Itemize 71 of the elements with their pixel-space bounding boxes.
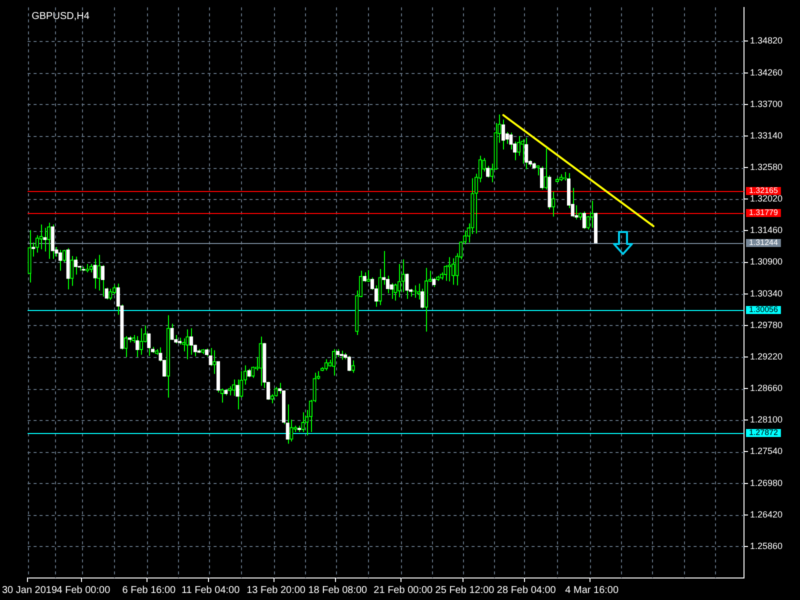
candlestick [35, 234, 40, 254]
x-tick-label: 25 Feb 12:00 [435, 584, 495, 596]
candlestick [70, 256, 74, 286]
candlestick [444, 264, 448, 282]
candlestick [347, 355, 352, 372]
candlestick [416, 283, 420, 300]
ref-line-label: 1.31244 [749, 238, 778, 248]
candlestick [236, 379, 240, 410]
y-tick-label: 1.29780 [750, 320, 783, 330]
candlestick [93, 258, 97, 290]
chart-title: GBPUSD,H4 [32, 11, 90, 22]
x-tick-label: 28 Feb 04:00 [496, 584, 556, 596]
y-tick-label: 1.34820 [750, 36, 783, 46]
candlestick [586, 216, 590, 230]
x-tick-label: 4 Mar 16:00 [565, 584, 619, 596]
candlestick [228, 386, 232, 396]
y-tick-label: 1.27540 [750, 446, 783, 456]
y-tick-label: 1.29220 [750, 351, 783, 362]
candlestick [39, 224, 43, 250]
y-tick-label: 1.26420 [750, 509, 783, 520]
x-tick-label: 21 Feb 00:00 [374, 584, 434, 596]
candlestick [451, 258, 456, 286]
candlestick [401, 258, 405, 293]
y-tick-label: 1.33140 [750, 130, 783, 140]
candlestick [332, 348, 336, 376]
ref-line-label: 1.31779 [749, 208, 778, 218]
candlestick [552, 191, 556, 218]
candlestick [462, 230, 467, 245]
x-tick-label: 30 Jan 2019 [2, 584, 58, 596]
y-tick-label: 1.28660 [750, 383, 783, 394]
ref-line-label: 1.30056 [749, 305, 778, 314]
x-tick-label: 11 Feb 04:00 [181, 584, 240, 596]
y-tick-label: 1.25860 [750, 540, 783, 551]
candlestick [124, 336, 128, 358]
candlestick [378, 268, 382, 306]
candlestick [340, 350, 344, 360]
candlestick [520, 138, 524, 164]
candlestick [524, 137, 528, 170]
candlestick [74, 256, 78, 276]
y-tick-label: 1.26980 [750, 478, 783, 488]
y-tick-label: 1.31460 [750, 225, 783, 236]
y-tick-label: 1.30900 [750, 256, 783, 267]
y-tick-label: 1.32580 [750, 162, 783, 172]
candlestick [46, 222, 51, 260]
ref-line-label: 1.32165 [749, 186, 778, 196]
candlestick [412, 284, 417, 298]
x-tick-label: 13 Feb 20:00 [246, 584, 306, 596]
y-tick-label: 1.28100 [750, 414, 783, 425]
candlestick [397, 263, 402, 298]
y-tick-label: 1.34260 [750, 67, 783, 78]
y-tick-label: 1.33700 [750, 98, 783, 109]
candlestick [394, 283, 398, 302]
y-tick-label: 1.32020 [750, 194, 783, 204]
candlestick [301, 412, 305, 432]
candlestick [544, 147, 548, 190]
candlestick [351, 360, 355, 374]
candlestick [432, 278, 436, 288]
x-tick-label: 6 Feb 16:00 [122, 584, 176, 596]
candlestick [290, 419, 294, 442]
candlestick [208, 347, 212, 366]
x-tick-label: 18 Feb 08:00 [308, 584, 368, 596]
y-tick-label: 1.30340 [750, 288, 783, 298]
candlestick [186, 328, 190, 360]
ref-line-label: 1.27872 [749, 428, 778, 438]
candlestick [43, 227, 47, 252]
candlestick [182, 338, 186, 352]
x-tick-label: 4 Feb 00:00 [56, 584, 111, 596]
candlestick [509, 132, 513, 150]
candlestick [108, 288, 112, 301]
candlestick [97, 254, 101, 291]
candlestick [251, 366, 255, 378]
